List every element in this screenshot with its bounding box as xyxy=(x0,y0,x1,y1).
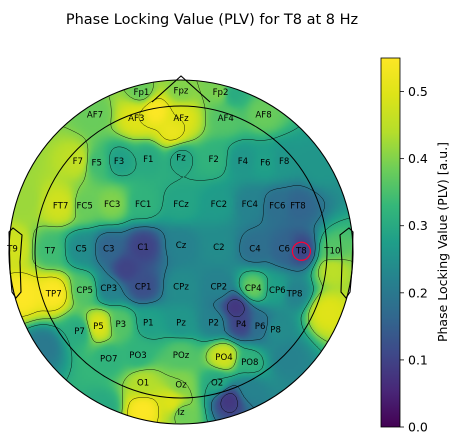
head-outline xyxy=(8,75,354,425)
electrode-label-p3: P3 xyxy=(115,320,126,330)
electrode-label-c5: C5 xyxy=(76,245,87,255)
electrode-label-poz: POz xyxy=(173,351,190,361)
electrode-label-cp5: CP5 xyxy=(76,286,93,296)
colorbar-tick-label: 0.5 xyxy=(408,84,428,99)
electrode-label-cz: Cz xyxy=(176,241,187,251)
electrode-label-p1: P1 xyxy=(143,319,154,329)
electrode-label-c4: C4 xyxy=(249,245,260,255)
electrode-label-t7: T7 xyxy=(44,246,56,256)
electrode-label-fpz: Fpz xyxy=(174,86,189,96)
electrode-label-c3: C3 xyxy=(103,245,114,255)
electrode-label-po4: PO4 xyxy=(215,353,232,363)
electrode-label-t9: T9 xyxy=(6,245,18,255)
electrode-label-o1: O1 xyxy=(137,379,149,389)
electrode-label-f8: F8 xyxy=(279,157,289,167)
colorbar-ticks: 0.0 0.1 0.2 0.3 0.4 0.5 xyxy=(400,84,428,435)
electrode-label-p6: P6 xyxy=(255,322,266,332)
electrode-label-af4: AF4 xyxy=(218,114,234,124)
electrode-label-ft7: FT7 xyxy=(53,202,69,212)
electrode-label-tp7: TP7 xyxy=(45,289,62,299)
electrode-label-cp1: CP1 xyxy=(135,282,152,292)
electrode-label-fc3: FC3 xyxy=(104,200,120,210)
electrode-label-fc2: FC2 xyxy=(211,200,227,210)
electrode-label-po3: PO3 xyxy=(129,351,146,361)
electrode-label-p8: P8 xyxy=(270,325,281,335)
electrode-label-fc1: FC1 xyxy=(135,200,151,210)
electrode-label-fc5: FC5 xyxy=(76,202,92,212)
electrode-label-p4: P4 xyxy=(236,320,247,330)
electrode-label-t8: T8 xyxy=(295,246,307,256)
electrode-label-f4: F4 xyxy=(238,157,248,167)
electrode-label-p5: P5 xyxy=(93,322,104,332)
electrode-label-f6: F6 xyxy=(260,159,270,169)
electrode-label-f7: F7 xyxy=(73,157,83,167)
electrode-label-c6: C6 xyxy=(278,245,289,255)
electrode-label-f3: F3 xyxy=(114,157,124,167)
chart-title: Phase Locking Value (PLV) for T8 at 8 Hz xyxy=(66,12,358,28)
topomap: Fp1 Fpz Fp2 AF7 AF3 AFz AF4 AF8 F7 F5 F3 F1 Fz F2 F4 F6… xyxy=(6,75,354,425)
colorbar-tick-label: 0.0 xyxy=(408,420,428,435)
colorbar-label: Phase Locking Value (PLV) [a.u.] xyxy=(435,142,450,342)
electrode-label-pz: Pz xyxy=(176,319,186,329)
electrode-label-p2: P2 xyxy=(208,319,219,329)
electrode-label-af8: AF8 xyxy=(255,110,271,120)
electrode-label-af7: AF7 xyxy=(87,110,103,120)
electrode-label-cp4: CP4 xyxy=(245,284,262,294)
electrode-label-fc4: FC4 xyxy=(242,200,258,210)
seed-electrode-marker xyxy=(291,241,311,261)
electrode-label-cp6: CP6 xyxy=(269,286,286,296)
electrode-label-fc6: FC6 xyxy=(269,202,285,212)
electrode-label-po7: PO7 xyxy=(100,355,117,365)
colorbar-gradient xyxy=(380,57,401,428)
electrode-label-oz: Oz xyxy=(175,380,187,390)
right-ear xyxy=(339,227,354,299)
head-inner-circle xyxy=(34,105,328,399)
colorbar-tick-label: 0.2 xyxy=(408,285,428,300)
nose xyxy=(151,75,211,103)
left-ear xyxy=(8,227,23,299)
electrode-label-cp2: CP2 xyxy=(211,282,228,292)
electrode-label-f1: F1 xyxy=(143,155,153,165)
electrode-label-f2: F2 xyxy=(208,155,218,165)
colorbar-tick-label: 0.4 xyxy=(408,151,428,166)
electrode-label-iz: Iz xyxy=(177,408,185,418)
electrode-label-fz: Fz xyxy=(176,153,186,163)
electrode-label-fp1: Fp1 xyxy=(134,88,150,98)
electrode-label-f5: F5 xyxy=(92,159,102,169)
electrode-label-cpz: CPz xyxy=(173,282,189,292)
electrode-label-fcz: FCz xyxy=(173,200,189,210)
electrode-label-ft8: FT8 xyxy=(290,202,306,212)
electrode-label-o2: O2 xyxy=(211,379,223,389)
electrode-label-afz: AFz xyxy=(173,114,189,124)
electrode-label-po8: PO8 xyxy=(241,358,258,368)
colorbar-tick-label: 0.3 xyxy=(408,218,428,233)
plv-heatmap xyxy=(9,80,353,424)
electrode-label-af3: AF3 xyxy=(128,114,144,124)
electrode-label-p7: P7 xyxy=(74,327,85,337)
electrode-label-tp8: TP8 xyxy=(286,289,303,299)
colorbar: 0.0 0.1 0.2 0.3 0.4 0.5 Phase Locking Value (… xyxy=(380,57,450,435)
electrode-label-c2: C2 xyxy=(213,243,224,253)
electrode-label-t10: T10 xyxy=(323,246,340,256)
electrode-label-cp3: CP3 xyxy=(100,284,117,294)
electrode-label-c1: C1 xyxy=(137,243,148,253)
electrode-labels: Fp1 Fpz Fp2 AF7 AF3 AFz AF4 AF8 F7 F5 F3 F1 Fz F2 F4 F6… xyxy=(6,86,340,418)
electrode-label-fp2: Fp2 xyxy=(213,88,229,98)
colorbar-tick-label: 0.1 xyxy=(408,352,428,367)
